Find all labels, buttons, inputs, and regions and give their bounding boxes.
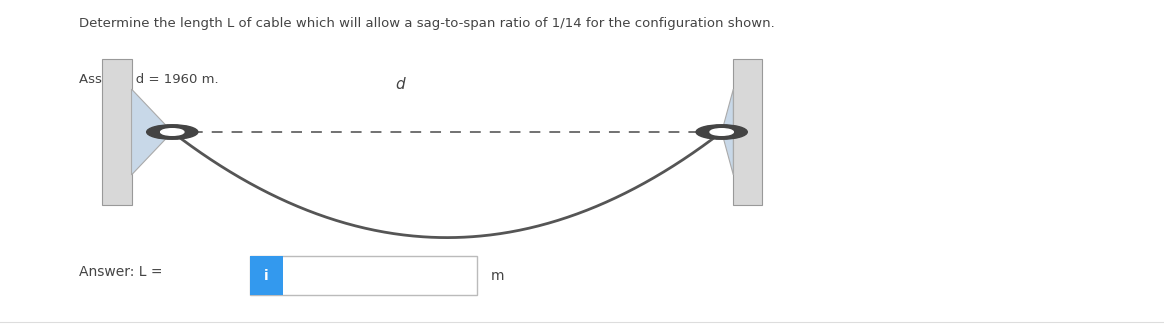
Text: m: m	[491, 269, 505, 282]
FancyBboxPatch shape	[102, 59, 132, 205]
Circle shape	[161, 129, 184, 135]
FancyBboxPatch shape	[250, 256, 283, 295]
Text: Determine the length L of cable which will allow a sag-to-span ratio of 1/14 for: Determine the length L of cable which wi…	[79, 16, 775, 29]
Polygon shape	[722, 89, 733, 175]
FancyBboxPatch shape	[250, 256, 477, 295]
Circle shape	[696, 125, 747, 139]
Text: d: d	[396, 78, 405, 92]
Text: i: i	[264, 269, 269, 282]
FancyBboxPatch shape	[733, 59, 762, 205]
Circle shape	[710, 129, 733, 135]
Text: Answer: L =: Answer: L =	[79, 265, 163, 279]
Circle shape	[147, 125, 198, 139]
Text: Assume d = 1960 m.: Assume d = 1960 m.	[79, 73, 219, 85]
Polygon shape	[132, 89, 172, 175]
